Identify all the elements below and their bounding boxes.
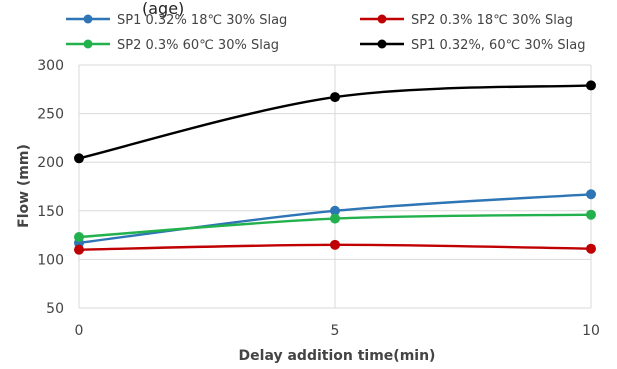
y-axis-ticks: 50 100 150 200 250 300 [37,58,64,317]
y-tick-label: 100 [37,252,64,268]
data-point-s2-0 [74,244,84,255]
x-tick-label: 0 [75,323,84,339]
y-tick-label: 50 [46,301,64,317]
data-point-s3-1 [330,213,340,224]
legend-swatch-marker [83,39,93,49]
data-point-s1-2 [586,189,596,200]
series-lines [74,80,596,255]
data-point-s4-2 [586,80,596,91]
legend-entry-label: SP1 0.32%, 60℃ 30% Slag [411,38,585,53]
legend-swatch-marker [377,39,387,49]
legend: SP1 0.32% 18℃ 30% Slag SP2 0.3% 18℃ 30% S… [66,13,585,53]
legend-entry-label: SP1 0.32% 18℃ 30% Slag [117,13,287,28]
legend-swatch-marker [377,14,387,24]
y-tick-label: 300 [37,58,64,74]
y-tick-label: 250 [37,107,64,123]
data-point-s1-1 [330,205,340,216]
x-axis-ticks: 0 5 10 [75,323,600,339]
legend-entry-label: SP2 0.3% 60℃ 30% Slag [117,38,279,53]
y-axis-label: Flow (mm) [16,144,32,228]
data-point-s4-1 [330,92,340,103]
cropped-header-text: (age) [142,0,184,18]
x-axis-label: Delay addition time(min) [239,348,436,364]
x-tick-label: 5 [331,323,340,339]
y-tick-label: 200 [37,155,64,171]
data-point-s4-0 [74,153,84,164]
x-tick-label: 10 [582,323,600,339]
data-point-s2-2 [586,243,596,254]
legend-swatch-marker [83,14,93,24]
data-point-s3-2 [586,209,596,220]
legend-entry-label: SP2 0.3% 18℃ 30% Slag [411,13,573,28]
data-point-s2-1 [330,239,340,250]
y-tick-label: 150 [37,204,64,220]
data-point-s3-0 [74,232,84,243]
